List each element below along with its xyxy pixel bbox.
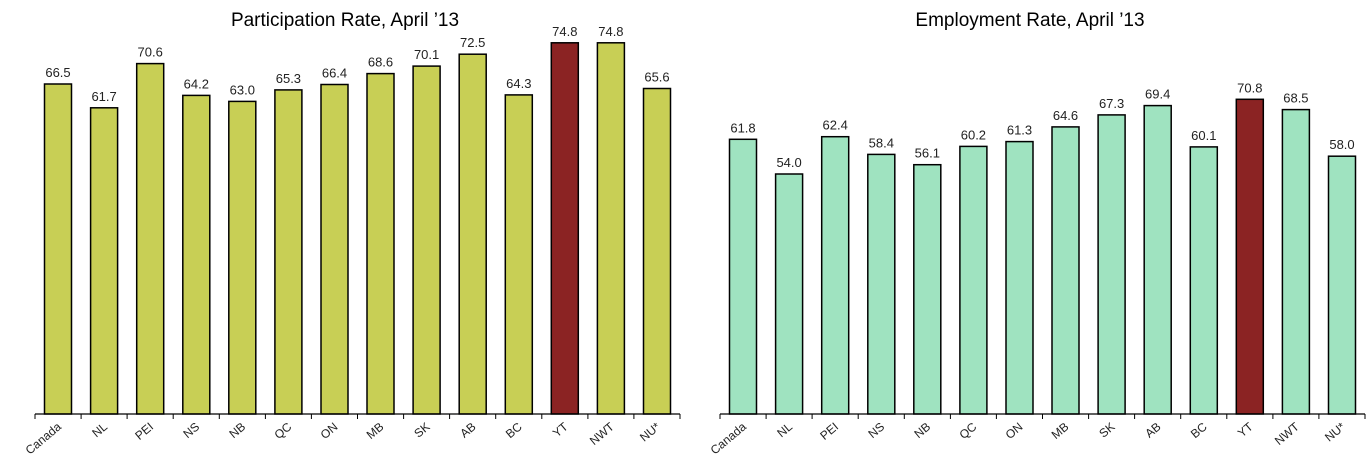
chart-title: Employment Rate, April ’13	[915, 10, 1144, 31]
data-label: 64.3	[506, 76, 531, 91]
bar-bc	[504, 94, 534, 415]
bar-mb	[1051, 126, 1080, 415]
x-tick-label: NB	[226, 420, 248, 441]
data-label: 62.4	[823, 118, 848, 133]
bar-ab	[1143, 104, 1172, 415]
data-label: 66.4	[322, 66, 347, 81]
x-tick-label: BC	[503, 419, 525, 441]
data-label: 63.0	[230, 82, 255, 97]
bar-sk	[1097, 114, 1126, 415]
x-tick-label: NL	[89, 419, 110, 440]
bar-on	[1005, 140, 1034, 415]
data-label: 58.4	[869, 135, 894, 150]
data-label: 74.8	[552, 24, 577, 39]
data-label: 66.5	[45, 65, 70, 80]
data-label: 74.8	[598, 24, 623, 39]
data-label: 58.0	[1329, 137, 1354, 152]
data-label: 56.1	[915, 146, 940, 161]
data-label: 70.1	[414, 47, 439, 62]
bar-on	[320, 83, 349, 415]
bar-ab	[458, 53, 487, 415]
bar-nl	[774, 173, 804, 415]
bar-nu	[642, 87, 672, 415]
x-tick-label: MB	[1049, 420, 1072, 442]
data-label: 54.0	[776, 155, 801, 170]
bar-qc	[274, 89, 303, 415]
participation-rate-chart: Participation Rate, April ’13 66.5 61.7 70…	[23, 10, 681, 457]
chart-title: Participation Rate, April ’13	[231, 10, 459, 31]
bar-nb	[913, 163, 942, 415]
x-tick-label: MB	[364, 420, 387, 442]
bar-nl	[89, 107, 119, 415]
x-tick-label: Canada	[708, 419, 749, 457]
employment-rate-chart: Employment Rate, April ’13 61.8 54.0 62.4 5…	[708, 10, 1366, 457]
bar-ns	[867, 153, 896, 415]
x-tick-label: YT	[550, 419, 571, 440]
x-tick-label: ON	[1003, 420, 1026, 442]
x-tick-label: NWT	[587, 419, 617, 448]
data-label: 60.2	[961, 127, 986, 142]
x-tick-label: NS	[865, 420, 887, 441]
data-label: 65.6	[644, 70, 669, 85]
bar-pei	[135, 62, 165, 415]
x-tick-label: PEI	[817, 420, 841, 443]
x-tick-label: NU*	[637, 419, 663, 444]
bar-nb	[228, 100, 257, 415]
bar-pei	[820, 135, 850, 415]
x-tick-label: AB	[1142, 420, 1163, 441]
data-label: 61.8	[730, 120, 755, 135]
x-tick-label: ON	[318, 420, 341, 442]
bar-nwt	[596, 42, 626, 415]
bar-yt	[1235, 98, 1265, 415]
data-label: 64.2	[184, 76, 209, 91]
bar-canada	[43, 83, 73, 415]
x-tick-label: NB	[911, 420, 933, 441]
x-tick-label: BC	[1188, 419, 1210, 441]
data-label: 61.7	[91, 89, 116, 104]
x-tick-label: NU*	[1322, 419, 1348, 444]
data-label: 67.3	[1099, 96, 1124, 111]
x-tick-label: Canada	[23, 419, 64, 457]
bar-canada	[728, 138, 758, 415]
x-tick-label: QC	[272, 419, 295, 442]
bar-qc	[959, 145, 988, 415]
data-label: 72.5	[460, 35, 485, 50]
data-label: 68.6	[368, 55, 393, 70]
x-tick-label: PEI	[132, 420, 156, 443]
data-label: 61.3	[1007, 123, 1032, 138]
data-label: 65.3	[276, 71, 301, 86]
bar-nu	[1327, 155, 1357, 415]
x-tick-label: NWT	[1272, 419, 1302, 448]
bar-mb	[366, 72, 395, 415]
x-tick-label: YT	[1235, 419, 1256, 440]
data-label: 69.4	[1145, 87, 1170, 102]
data-label: 60.1	[1191, 128, 1216, 143]
x-tick-label: SK	[1096, 420, 1117, 441]
x-tick-label: AB	[457, 420, 478, 441]
bar-sk	[412, 65, 441, 415]
bar-yt	[550, 42, 580, 415]
data-label: 68.5	[1283, 91, 1308, 106]
x-tick-label: NS	[180, 420, 202, 441]
bar-nwt	[1281, 108, 1311, 415]
x-tick-label: NL	[774, 419, 795, 440]
x-tick-label: QC	[957, 419, 980, 442]
data-label: 70.8	[1237, 80, 1262, 95]
data-label: 70.6	[138, 45, 163, 60]
data-label: 64.6	[1053, 108, 1078, 123]
x-tick-label: SK	[411, 420, 432, 441]
bar-bc	[1189, 146, 1219, 415]
bar-ns	[182, 94, 211, 415]
